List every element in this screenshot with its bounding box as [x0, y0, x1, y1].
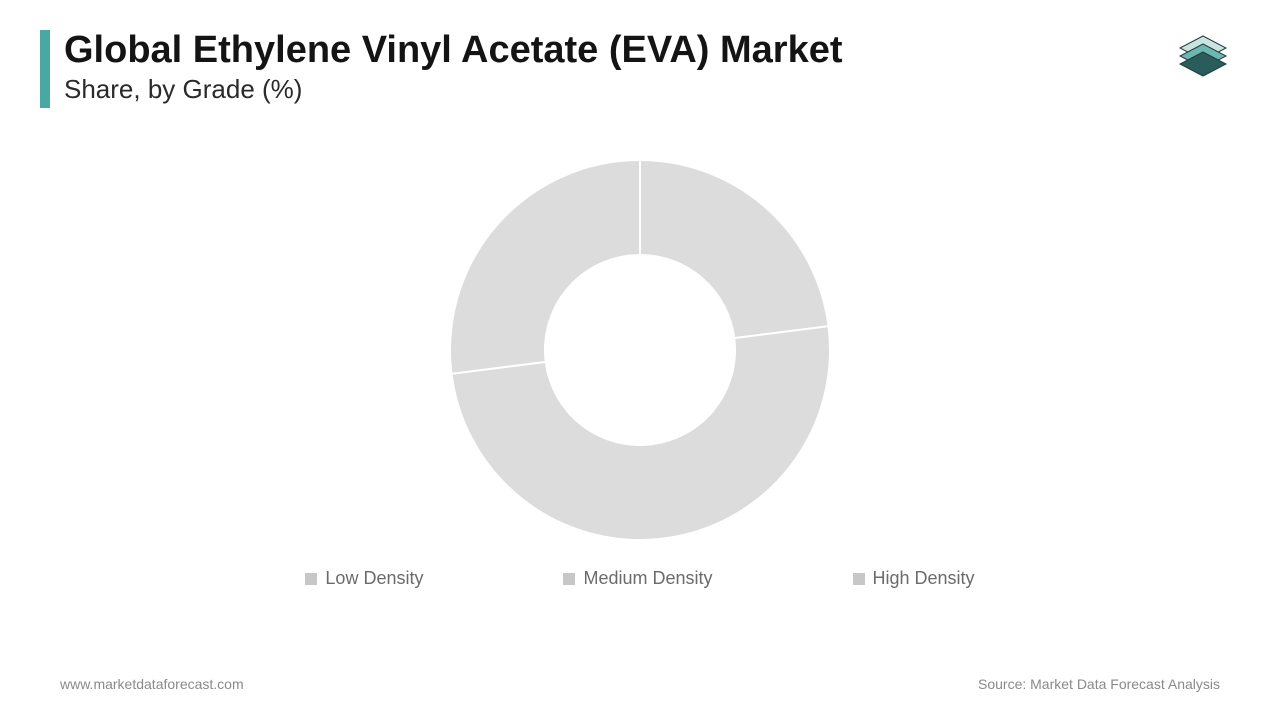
legend-label: Medium Density	[583, 568, 712, 589]
legend-label: Low Density	[325, 568, 423, 589]
page-title: Global Ethylene Vinyl Acetate (EVA) Mark…	[64, 30, 843, 72]
donut-chart-area: Low Density Medium Density High Density	[0, 150, 1280, 600]
donut-chart	[420, 150, 860, 550]
legend-swatch-icon	[853, 573, 865, 585]
legend-item-high-density: High Density	[853, 568, 975, 589]
legend-swatch-icon	[563, 573, 575, 585]
donut-slice-high-density	[450, 160, 640, 374]
header: Global Ethylene Vinyl Acetate (EVA) Mark…	[40, 30, 1240, 108]
footer-website: www.marketdataforecast.com	[60, 676, 244, 692]
brand-logo-icon	[1168, 22, 1238, 97]
donut-slice-low-density	[640, 160, 829, 338]
page-subtitle: Share, by Grade (%)	[64, 74, 843, 105]
title-accent-bar	[40, 30, 50, 108]
legend-swatch-icon	[305, 573, 317, 585]
footer-source: Source: Market Data Forecast Analysis	[978, 676, 1220, 692]
chart-legend: Low Density Medium Density High Density	[305, 568, 974, 589]
legend-label: High Density	[873, 568, 975, 589]
legend-item-medium-density: Medium Density	[563, 568, 712, 589]
legend-item-low-density: Low Density	[305, 568, 423, 589]
